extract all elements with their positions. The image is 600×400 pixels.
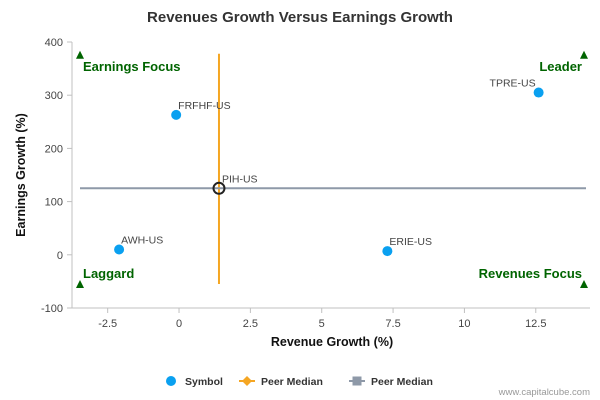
legend-label: Peer Median — [371, 376, 433, 388]
x-tick-label: 12.5 — [525, 318, 546, 330]
data-point — [382, 246, 393, 257]
x-tick-label: 2.5 — [243, 318, 258, 330]
quadrant-label: Revenues Focus — [479, 266, 582, 281]
data-points: FRFHF-US TPRE-US AWH-US ERIE-US PIH-US — [114, 78, 544, 257]
plot-area — [71, 42, 590, 309]
data-point — [171, 109, 182, 120]
highlight-point — [212, 181, 226, 195]
quadrant-marker-icon — [580, 280, 588, 289]
legend-square-icon — [352, 376, 362, 386]
y-tick-label: 0 — [57, 250, 63, 262]
y-tick-label: 200 — [45, 143, 63, 155]
y-axis: -100 0 100 200 300 400 — [41, 37, 72, 315]
x-tick-label: 10 — [458, 318, 470, 330]
legend: Symbol Peer Median Peer Median — [166, 376, 433, 388]
x-tick-label: -2.5 — [98, 318, 117, 330]
quadrant-label: Leader — [539, 59, 582, 74]
x-tick-label: 0 — [176, 318, 182, 330]
legend-diamond-icon — [242, 376, 252, 386]
legend-label: Peer Median — [261, 376, 323, 388]
quadrant-marker-icon — [76, 50, 84, 59]
x-axis: -2.5 0 2.5 5 7.5 10 12.5 — [98, 308, 546, 330]
data-point — [533, 87, 544, 98]
data-point-label: ERIE-US — [389, 236, 432, 248]
quadrant-label: Laggard — [83, 266, 134, 281]
legend-symbol-icon — [166, 376, 176, 386]
data-point-label: TPRE-US — [490, 78, 536, 90]
x-axis-title: Revenue Growth (%) — [271, 335, 393, 349]
quadrant-marker-icon — [580, 50, 588, 59]
data-point-label: AWH-US — [121, 234, 163, 246]
chart-title: Revenues Growth Versus Earnings Growth — [147, 9, 453, 26]
x-tick-label: 7.5 — [385, 318, 400, 330]
peer-median-lines — [80, 53, 586, 285]
y-tick-label: -100 — [41, 303, 63, 315]
data-point-label: FRFHF-US — [178, 100, 231, 112]
quadrant-marker-icon — [76, 280, 84, 289]
quadrant-labels: Earnings Focus Leader Laggard Revenues Focu… — [76, 50, 588, 289]
credit-text: www.capitalcube.com — [498, 387, 590, 398]
data-point — [114, 244, 125, 255]
legend-label: Symbol — [185, 376, 223, 388]
highlight-point-label: PIH-US — [222, 173, 258, 185]
y-tick-label: 400 — [45, 37, 63, 49]
y-tick-label: 300 — [45, 90, 63, 102]
quadrant-label: Earnings Focus — [83, 59, 181, 74]
y-axis-title: Earnings Growth (%) — [14, 113, 28, 237]
x-tick-label: 5 — [319, 318, 325, 330]
y-tick-label: 100 — [45, 197, 63, 209]
